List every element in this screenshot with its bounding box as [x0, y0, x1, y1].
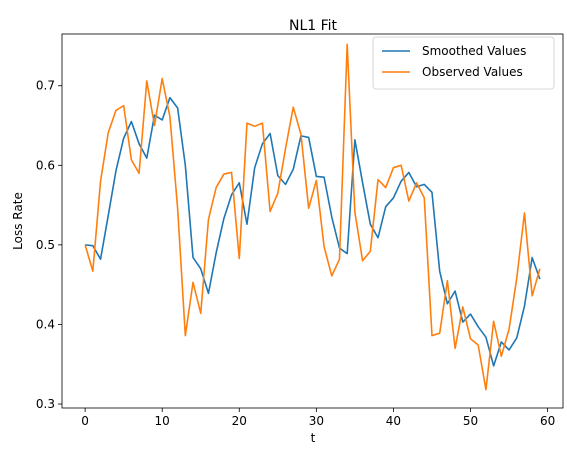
x-tick-label: 20: [232, 414, 247, 428]
legend-label-1: Smoothed Values: [422, 44, 526, 58]
x-tick-label: 10: [155, 414, 170, 428]
y-tick-label: 0.5: [36, 238, 55, 252]
legend-label-2: Observed Values: [422, 65, 523, 79]
x-tick-label: 0: [81, 414, 89, 428]
y-tick-label: 0.3: [36, 397, 55, 411]
x-tick-label: 50: [463, 414, 478, 428]
chart-title: NL1 Fit: [289, 18, 338, 34]
y-tick-label: 0.4: [36, 317, 55, 331]
y-axis-label: Loss Rate: [11, 192, 25, 250]
x-tick-label: 60: [540, 414, 555, 428]
axes-frame: [61, 33, 564, 409]
x-tick-label: 30: [309, 414, 324, 428]
series-line-2: [84, 43, 541, 391]
legend-frame: [372, 36, 555, 90]
x-axis-label: t: [311, 431, 316, 445]
y-tick-label: 0.6: [36, 158, 55, 172]
series-line-1: [85, 96, 541, 367]
x-tick-label: 40: [386, 414, 401, 428]
y-tick-label: 0.7: [36, 79, 55, 93]
plot-area: 0 10 20 30 40 50 60 0.3 0.4 0.5 0.6 0.7: [36, 33, 564, 428]
legend: Smoothed Values Observed Values: [372, 36, 555, 90]
